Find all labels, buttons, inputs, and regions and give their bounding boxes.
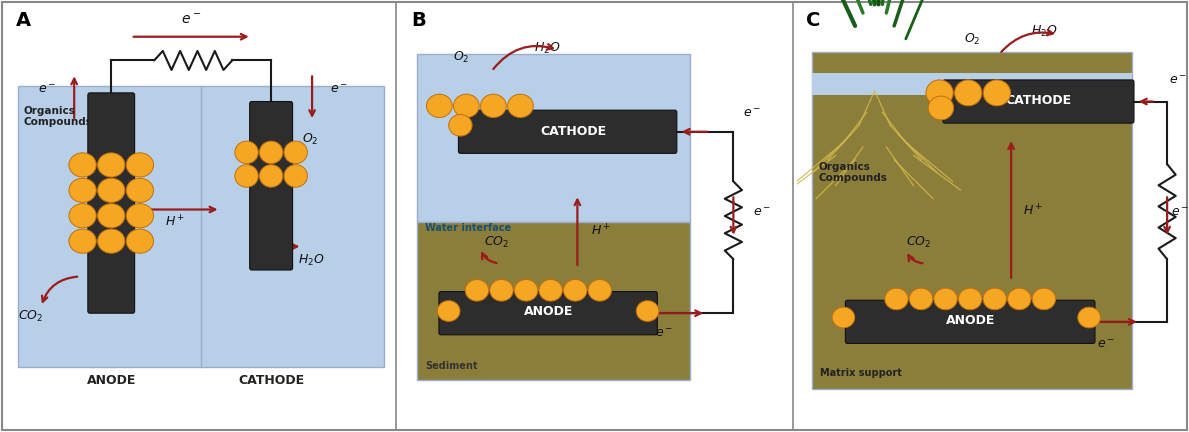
Ellipse shape <box>235 165 258 187</box>
Text: $CO_2$: $CO_2$ <box>906 235 931 250</box>
Text: $e^-$: $e^-$ <box>331 83 348 96</box>
Text: $H^+$: $H^+$ <box>165 215 185 230</box>
FancyBboxPatch shape <box>845 300 1095 343</box>
Ellipse shape <box>929 96 954 120</box>
Text: ANODE: ANODE <box>87 375 136 388</box>
FancyBboxPatch shape <box>943 80 1134 123</box>
Ellipse shape <box>983 288 1006 310</box>
Text: $H_2O$: $H_2O$ <box>1031 24 1057 38</box>
Text: ANODE: ANODE <box>523 305 573 318</box>
Text: CATHODE: CATHODE <box>541 125 606 138</box>
Ellipse shape <box>955 80 982 106</box>
Text: $e^-$: $e^-$ <box>1171 206 1189 219</box>
FancyBboxPatch shape <box>417 54 691 222</box>
Text: ANODE: ANODE <box>945 314 995 327</box>
Ellipse shape <box>126 229 153 253</box>
Ellipse shape <box>958 288 982 310</box>
Ellipse shape <box>539 280 562 301</box>
Ellipse shape <box>126 178 153 203</box>
Text: Water interface: Water interface <box>426 223 511 233</box>
Ellipse shape <box>69 229 96 253</box>
Text: C: C <box>806 11 820 30</box>
Text: CATHODE: CATHODE <box>238 375 304 388</box>
Text: Organics
Compounds: Organics Compounds <box>24 106 93 127</box>
Text: $O_2$: $O_2$ <box>302 132 319 146</box>
Text: CATHODE: CATHODE <box>1006 94 1071 107</box>
Ellipse shape <box>438 301 460 321</box>
Text: $e^-$: $e^-$ <box>1169 74 1188 87</box>
Ellipse shape <box>832 307 855 328</box>
Ellipse shape <box>910 288 932 310</box>
Ellipse shape <box>259 141 283 164</box>
Text: $O_2$: $O_2$ <box>964 32 981 47</box>
Text: $CO_2$: $CO_2$ <box>484 235 509 250</box>
Ellipse shape <box>926 80 954 106</box>
FancyBboxPatch shape <box>459 110 677 153</box>
Ellipse shape <box>465 280 489 301</box>
Ellipse shape <box>1077 307 1101 328</box>
Ellipse shape <box>1032 288 1056 310</box>
Ellipse shape <box>636 301 659 321</box>
FancyBboxPatch shape <box>18 86 384 367</box>
Ellipse shape <box>97 178 125 203</box>
Text: Sediment: Sediment <box>426 361 478 372</box>
FancyBboxPatch shape <box>812 73 1132 95</box>
Text: $e^-$: $e^-$ <box>753 206 772 219</box>
Ellipse shape <box>1007 288 1031 310</box>
Text: $H^+$: $H^+$ <box>1023 204 1043 219</box>
Ellipse shape <box>97 229 125 253</box>
Ellipse shape <box>284 141 308 164</box>
Ellipse shape <box>284 165 308 187</box>
Text: $H_2O$: $H_2O$ <box>535 41 561 56</box>
Ellipse shape <box>69 178 96 203</box>
Text: $H_2O$: $H_2O$ <box>298 253 325 267</box>
Text: $e^-$: $e^-$ <box>655 327 674 340</box>
Text: B: B <box>411 11 427 30</box>
Ellipse shape <box>259 165 283 187</box>
FancyBboxPatch shape <box>250 102 292 270</box>
Ellipse shape <box>235 141 258 164</box>
Ellipse shape <box>69 203 96 228</box>
Ellipse shape <box>490 280 514 301</box>
Ellipse shape <box>515 280 537 301</box>
Text: A: A <box>15 11 31 30</box>
Text: $e^-$: $e^-$ <box>181 13 201 27</box>
Text: Matrix support: Matrix support <box>820 368 902 378</box>
Ellipse shape <box>126 203 153 228</box>
Ellipse shape <box>69 153 96 177</box>
FancyBboxPatch shape <box>417 222 691 380</box>
Ellipse shape <box>508 94 534 118</box>
Ellipse shape <box>983 80 1011 106</box>
Text: $O_2$: $O_2$ <box>453 50 468 64</box>
Ellipse shape <box>126 153 153 177</box>
Ellipse shape <box>885 288 908 310</box>
Ellipse shape <box>933 288 957 310</box>
Ellipse shape <box>453 94 479 118</box>
FancyBboxPatch shape <box>439 292 658 335</box>
Text: $e^-$: $e^-$ <box>38 83 56 96</box>
Ellipse shape <box>589 280 611 301</box>
Ellipse shape <box>427 94 452 118</box>
FancyBboxPatch shape <box>812 52 1132 389</box>
Text: Organics
Compounds: Organics Compounds <box>818 162 887 184</box>
Ellipse shape <box>97 203 125 228</box>
Ellipse shape <box>480 94 507 118</box>
Text: $CO_2$: $CO_2$ <box>18 309 43 324</box>
Text: $e^-$: $e^-$ <box>743 107 761 120</box>
Ellipse shape <box>97 153 125 177</box>
Text: $e^-$: $e^-$ <box>1097 338 1115 351</box>
Ellipse shape <box>448 114 472 136</box>
Ellipse shape <box>564 280 587 301</box>
Text: $H^+$: $H^+$ <box>591 223 611 238</box>
FancyBboxPatch shape <box>88 93 134 313</box>
